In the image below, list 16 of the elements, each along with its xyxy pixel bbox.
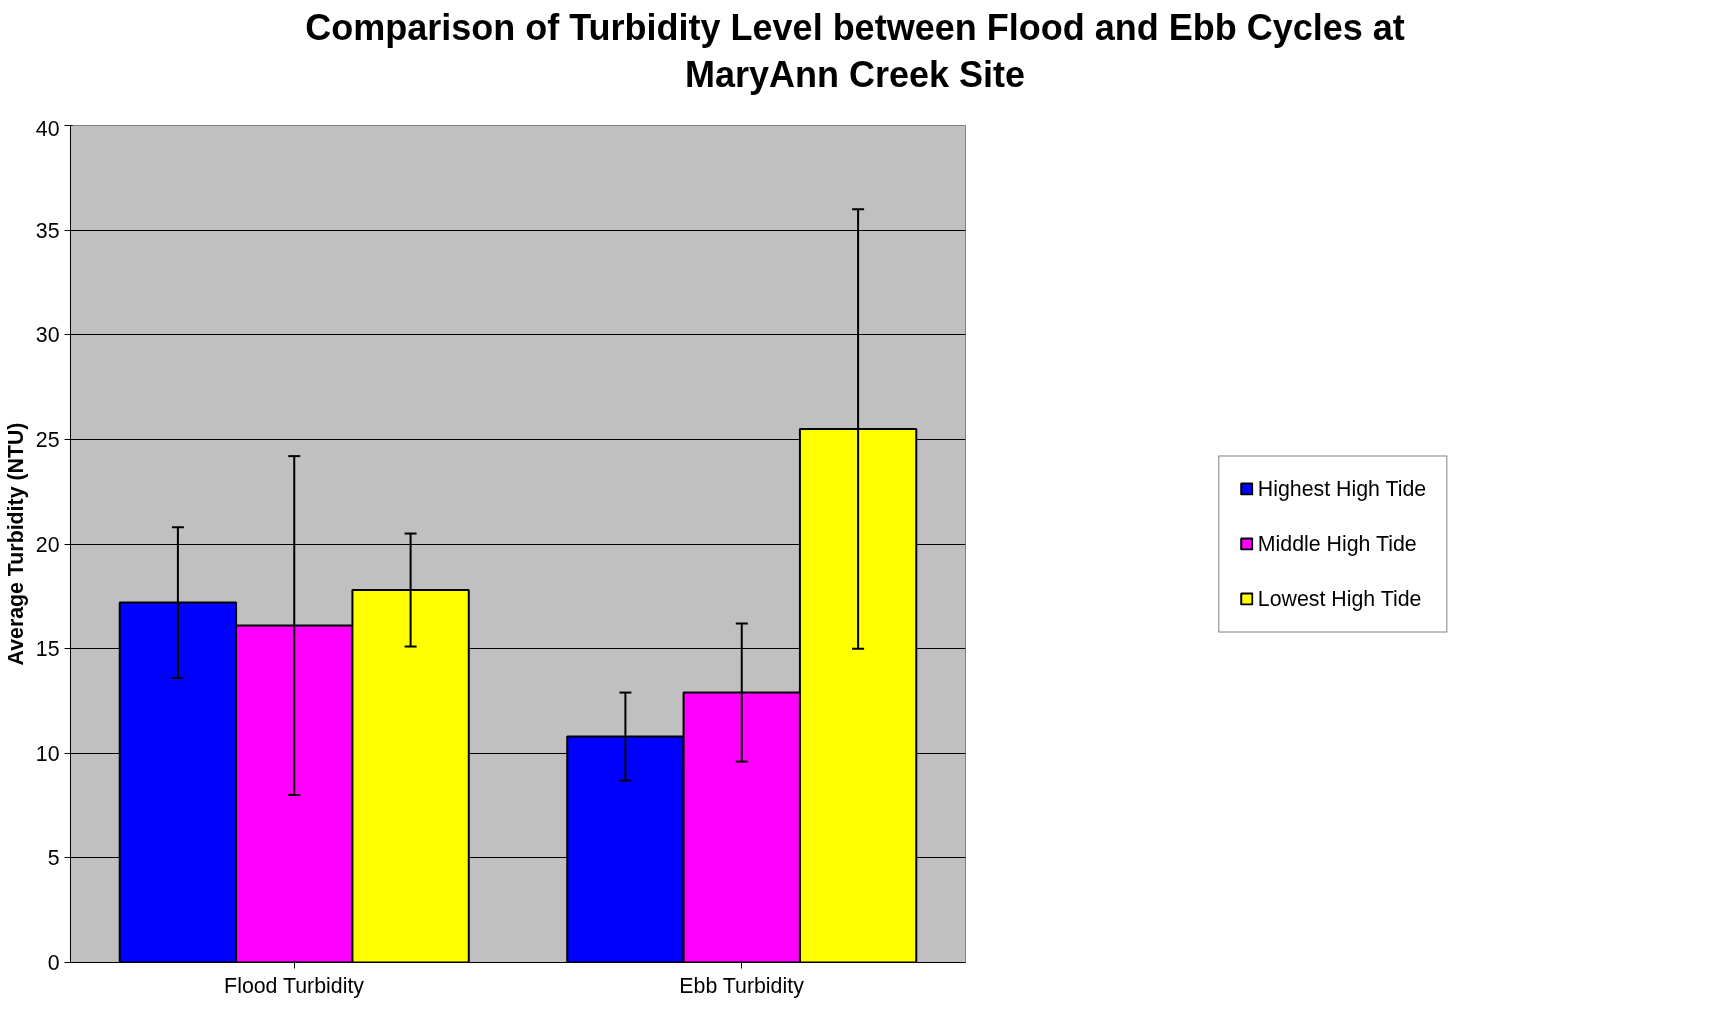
y-tick-label: 35 [35, 218, 60, 243]
y-tick-label: 10 [35, 741, 60, 766]
x-tick-label: Ebb Turbidity [679, 973, 805, 998]
legend-label: Middle High Tide [1257, 531, 1417, 556]
legend-label: Highest High Tide [1257, 476, 1427, 501]
y-tick-label: 40 [35, 116, 60, 141]
y-tick-label: 30 [35, 323, 60, 348]
y-tick-label: 15 [35, 637, 60, 662]
y-tick-label: 25 [35, 427, 60, 452]
y-tick-label: 0 [47, 951, 60, 975]
y-tick-label: 20 [35, 532, 60, 557]
chart-title: Comparison of Turbidity Level between Flood and Ebb Cycles at MaryAnn Creek Site [304, 6, 1406, 97]
legend-label: Lowest High Tide [1257, 586, 1422, 611]
y-axis-title: Average Turbidity (NTU) [3, 422, 28, 666]
y-tick-label: 5 [47, 846, 60, 871]
x-tick-label: Flood Turbidity [224, 973, 365, 998]
